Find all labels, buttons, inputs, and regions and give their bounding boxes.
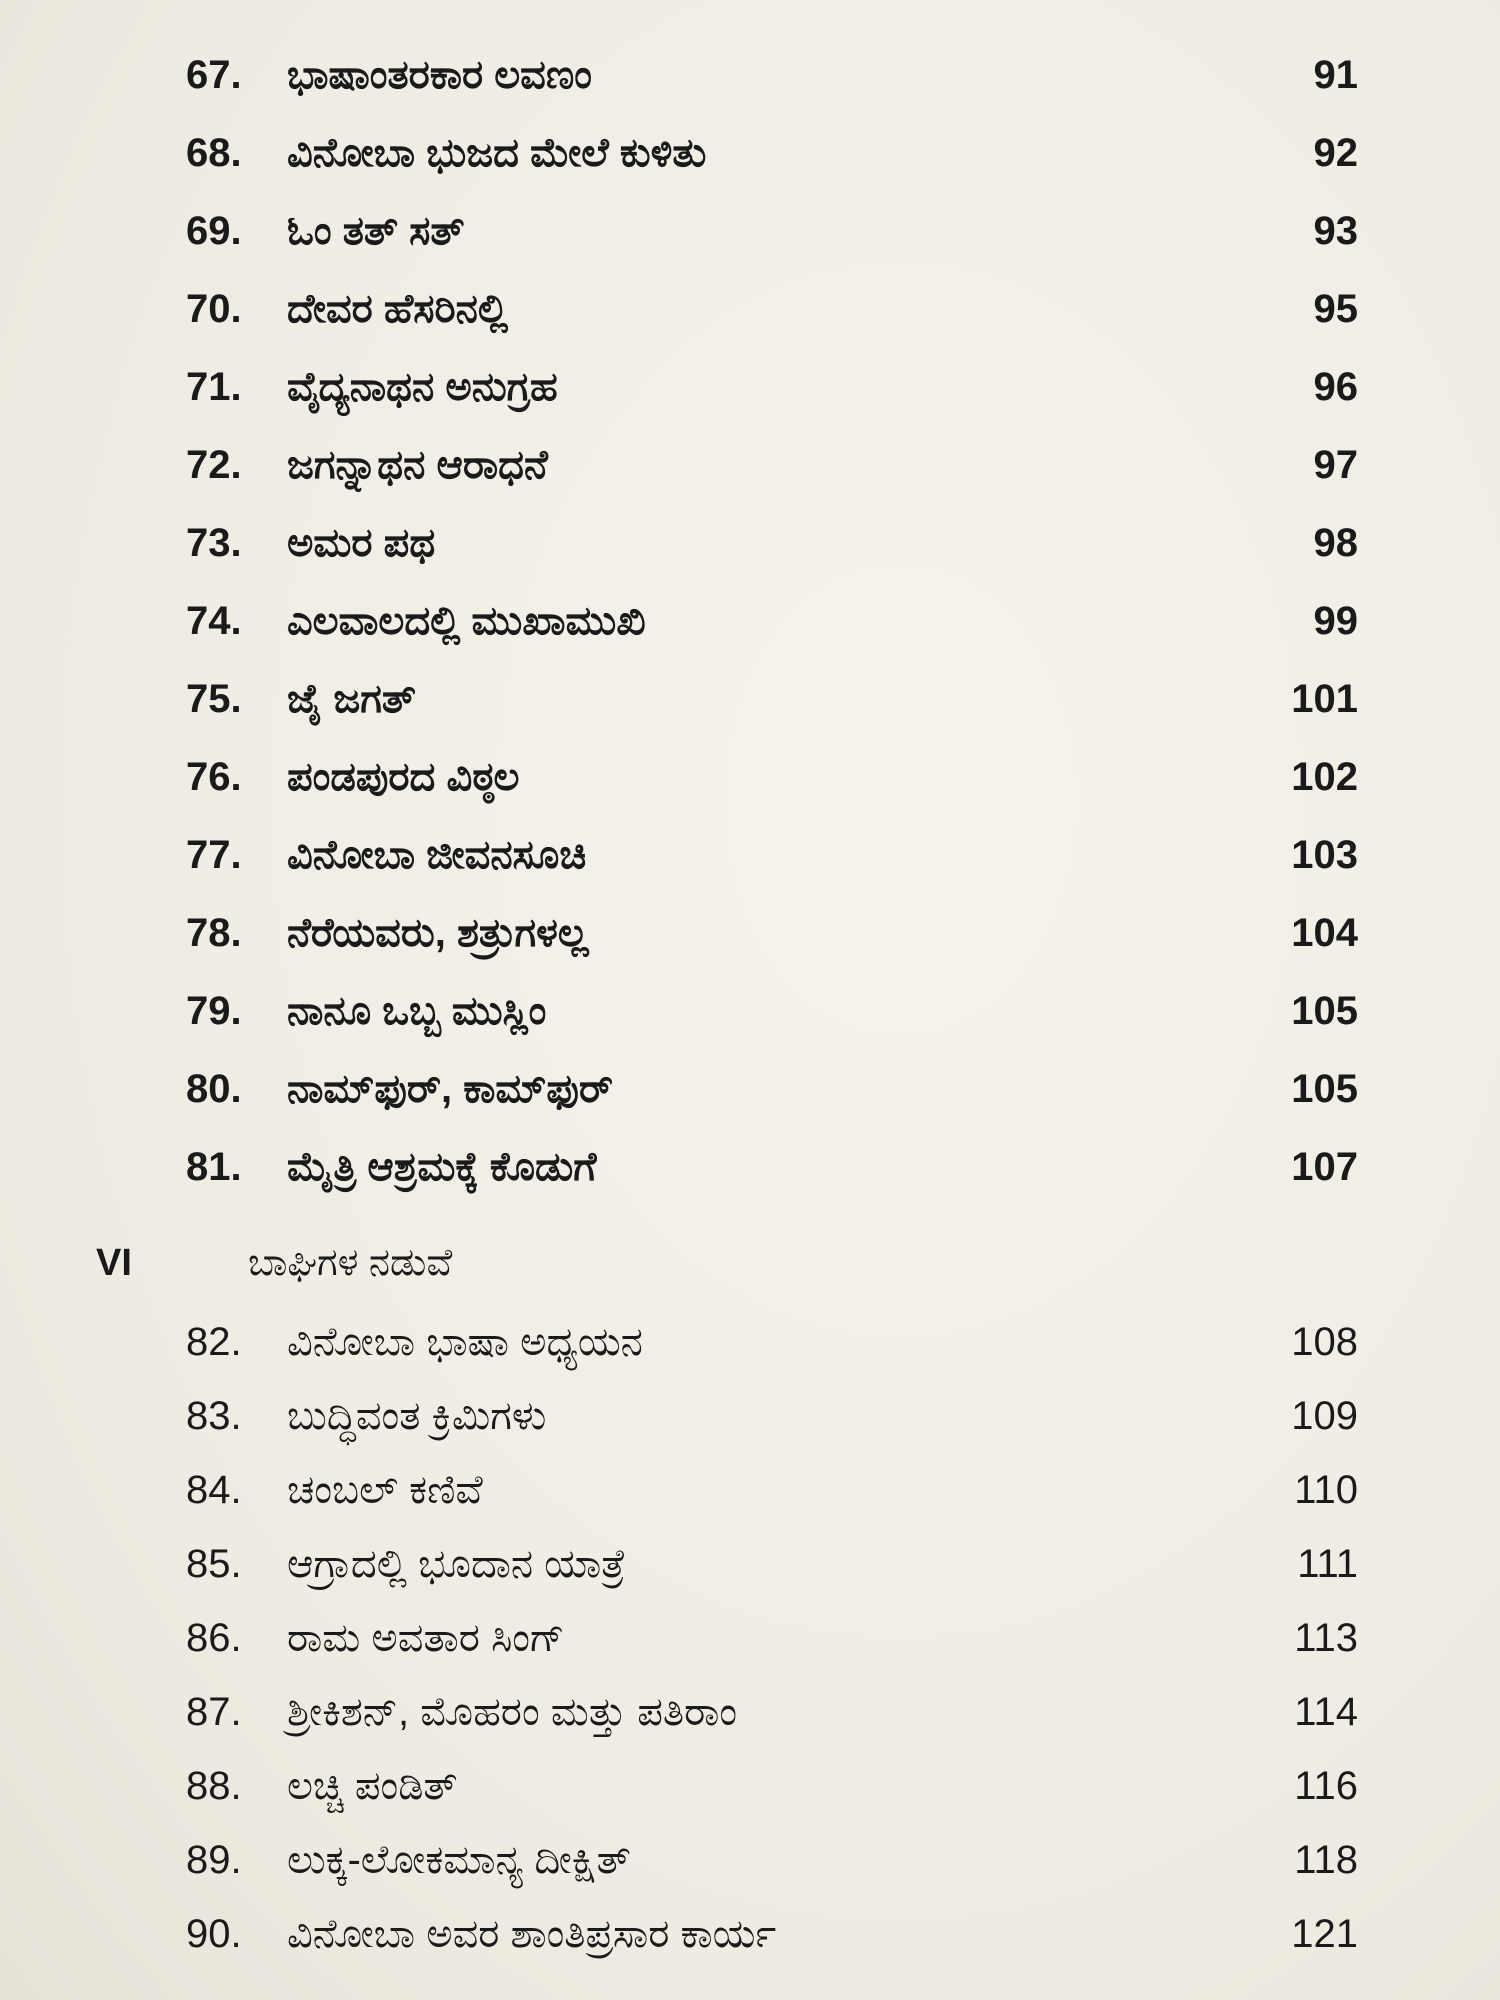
entry-page-number: 113 [1294, 1616, 1358, 1660]
entry-number: 88. [186, 1764, 242, 1808]
toc-entry: 84. ಚಂಬಲ್ ಕಣಿವೆ 110 [0, 1455, 1500, 1525]
entry-number: 84. [186, 1468, 242, 1512]
entry-number: 81. [186, 1145, 242, 1189]
entry-title: ಲುಕ್ಕ-ಲೋಕಮಾನ್ಯ ದೀಕ್ಷಿತ್ [287, 1838, 631, 1882]
entry-page-number: 105 [1291, 1067, 1358, 1111]
toc-entry: 73. ಅಮರ ಪಥ 98 [0, 508, 1500, 578]
toc-entry: 70. ದೇವರ ಹೆಸರಿನಲ್ಲಿ 95 [0, 274, 1500, 344]
toc-entry: 85. ಆಗ್ರಾದಲ್ಲಿ ಭೂದಾನ ಯಾತ್ರೆ 111 [0, 1529, 1500, 1599]
entry-number: 76. [186, 755, 242, 799]
entry-page-number: 107 [1291, 1145, 1358, 1189]
toc-entry: 82. ವಿನೋಬಾ ಭಾಷಾ ಅಧ್ಯಯನ 108 [0, 1307, 1500, 1377]
entry-page-number: 108 [1291, 1320, 1358, 1364]
entry-title: ಓಂ ತತ್ ಸತ್ [287, 209, 465, 253]
entry-page-number: 109 [1291, 1394, 1358, 1438]
entry-page-number: 91 [1313, 53, 1359, 97]
entry-title: ಚಂಬಲ್ ಕಣಿವೆ [287, 1468, 483, 1512]
toc-entry: 68. ವಿನೋಬಾ ಭುಜದ ಮೇಲೆ ಕುಳಿತು 92 [0, 118, 1500, 188]
entry-title: ಜಗನ್ನಾಥನ ಆರಾಧನೆ [287, 443, 548, 487]
entry-number: 83. [186, 1394, 242, 1438]
section-number: VI [96, 1242, 132, 1284]
toc-entry: 88. ಲಚ್ಚಿ ಪಂಡಿತ್ 116 [0, 1751, 1500, 1821]
entry-page-number: 96 [1313, 365, 1359, 409]
entry-page-number: 121 [1291, 1912, 1358, 1956]
entry-title: ಭಾಷಾಂತರಕಾರ ಲವಣಂ [287, 53, 592, 97]
toc-entry: 72. ಜಗನ್ನಾಥನ ಆರಾಧನೆ 97 [0, 430, 1500, 500]
toc-entry: 80. ನಾಮ್‌ಫುರ್, ಕಾಮ್‌ಫುರ್ 105 [0, 1054, 1500, 1124]
entry-number: 77. [186, 833, 242, 877]
entry-title: ನಾನೂ ಒಬ್ಬ ಮುಸ್ಲಿಂ [287, 989, 547, 1033]
toc-entry: 83. ಬುದ್ಧಿವಂತ ಕ್ರಿಮಿಗಳು 109 [0, 1381, 1500, 1451]
entry-page-number: 93 [1313, 209, 1359, 253]
toc-entry: 75. ಜೈ ಜಗತ್ 101 [0, 664, 1500, 734]
entry-page-number: 98 [1313, 521, 1359, 565]
entry-page-number: 95 [1313, 287, 1359, 331]
entry-page-number: 105 [1291, 989, 1358, 1033]
entry-number: 87. [186, 1690, 242, 1734]
entry-page-number: 118 [1294, 1838, 1358, 1882]
entry-number: 72. [186, 443, 242, 487]
toc-entry: 71. ವೈದ್ಯನಾಥನ ಅನುಗ್ರಹ 96 [0, 352, 1500, 422]
entry-title: ಎಲವಾಲದಲ್ಲಿ ಮುಖಾಮುಖಿ [287, 599, 646, 643]
entry-page-number: 92 [1313, 131, 1359, 175]
toc-entry: 81. ಮೈತ್ರಿ ಆಶ್ರಮಕ್ಕೆ ಕೊಡುಗೆ 107 [0, 1132, 1500, 1202]
entry-number: 79. [186, 989, 242, 1033]
entry-title: ದೇವರ ಹೆಸರಿನಲ್ಲಿ [287, 287, 509, 331]
entry-title: ಶ್ರೀಕಿಶನ್, ಮೊಹರಂ ಮತ್ತು ಪತಿರಾಂ [287, 1690, 738, 1734]
toc-entry: 77. ವಿನೋಬಾ ಜೀವನಸೂಚಿ 103 [0, 820, 1500, 890]
entry-number: 78. [186, 911, 242, 955]
entry-number: 68. [186, 131, 242, 175]
entry-page-number: 111 [1297, 1542, 1358, 1586]
entry-title: ವಿನೋಬಾ ಭುಜದ ಮೇಲೆ ಕುಳಿತು [287, 131, 707, 175]
entry-title: ವೈದ್ಯನಾಥನ ಅನುಗ್ರಹ [287, 365, 558, 409]
entry-page-number: 103 [1291, 833, 1358, 877]
entry-title: ಲಚ್ಚಿ ಪಂಡಿತ್ [287, 1764, 458, 1808]
entry-title: ವಿನೋಬಾ ಭಾಷಾ ಅಧ್ಯಯನ [287, 1320, 643, 1364]
entry-title: ನಾಮ್‌ಫುರ್, ಕಾಮ್‌ಫುರ್ [287, 1067, 614, 1111]
entry-title: ರಾಮ ಅವತಾರ ಸಿಂಗ್ [287, 1616, 565, 1660]
toc-entry: 76. ಪಂಡಪುರದ ವಿಠ್ಠಲ 102 [0, 742, 1500, 812]
entry-number: 67. [186, 53, 242, 97]
entry-title: ನೆರೆಯವರು, ಶತ್ರುಗಳಲ್ಲ [287, 911, 589, 955]
entry-page-number: 99 [1313, 599, 1359, 643]
entry-page-number: 114 [1294, 1690, 1358, 1734]
toc-entry: 78. ನೆರೆಯವರು, ಶತ್ರುಗಳಲ್ಲ 104 [0, 898, 1500, 968]
entry-title: ಅಮರ ಪಥ [287, 521, 436, 565]
toc-entry: 87. ಶ್ರೀಕಿಶನ್, ಮೊಹರಂ ಮತ್ತು ಪತಿರಾಂ 114 [0, 1677, 1500, 1747]
entry-number: 71. [186, 365, 242, 409]
entry-number: 70. [186, 287, 242, 331]
toc-entry: 89. ಲುಕ್ಕ-ಲೋಕಮಾನ್ಯ ದೀಕ್ಷಿತ್ 118 [0, 1825, 1500, 1895]
entry-page-number: 97 [1313, 443, 1359, 487]
toc-entry: 67. ಭಾಷಾಂತರಕಾರ ಲವಣಂ 91 [0, 40, 1500, 110]
section-title: ಬಾಘಿಗಳ ನಡುವೆ [248, 1242, 453, 1284]
entry-title: ಬುದ್ಧಿವಂತ ಕ್ರಿಮಿಗಳು [287, 1394, 547, 1438]
toc-entry: 74. ಎಲವಾಲದಲ್ಲಿ ಮುಖಾಮುಖಿ 99 [0, 586, 1500, 656]
entry-page-number: 104 [1291, 911, 1358, 955]
entry-title: ವಿನೋಬಾ ಜೀವನಸೂಚಿ [287, 833, 587, 877]
entry-title: ಪಂಡಪುರದ ವಿಠ್ಠಲ [287, 755, 520, 799]
entry-number: 82. [186, 1320, 242, 1364]
entry-number: 80. [186, 1067, 242, 1111]
entry-number: 85. [186, 1542, 242, 1586]
entry-title: ಜೈ ಜಗತ್ [287, 677, 416, 721]
entry-number: 73. [186, 521, 242, 565]
entry-number: 75. [186, 677, 242, 721]
toc-entry: 79. ನಾನೂ ಒಬ್ಬ ಮುಸ್ಲಿಂ 105 [0, 976, 1500, 1046]
entry-page-number: 102 [1291, 755, 1358, 799]
entry-number: 89. [186, 1838, 242, 1882]
entry-page-number: 101 [1291, 677, 1358, 721]
toc-entry: 69. ಓಂ ತತ್ ಸತ್ 93 [0, 196, 1500, 266]
entry-page-number: 116 [1294, 1764, 1358, 1808]
entry-number: 69. [186, 209, 242, 253]
entry-page-number: 110 [1294, 1468, 1358, 1512]
entry-number: 86. [186, 1616, 242, 1660]
toc-entry: 90. ವಿನೋಬಾ ಅವರ ಶಾಂತಿಪ್ರಸಾರ ಕಾರ್ಯ 121 [0, 1899, 1500, 1969]
entry-title: ಮೈತ್ರಿ ಆಶ್ರಮಕ್ಕೆ ಕೊಡುಗೆ [287, 1145, 597, 1189]
entry-number: 90. [186, 1912, 242, 1956]
entry-number: 74. [186, 599, 242, 643]
toc-entry: 86. ರಾಮ ಅವತಾರ ಸಿಂಗ್ 113 [0, 1603, 1500, 1673]
entry-title: ವಿನೋಬಾ ಅವರ ಶಾಂತಿಪ್ರಸಾರ ಕಾರ್ಯ [287, 1912, 777, 1956]
entry-title: ಆಗ್ರಾದಲ್ಲಿ ಭೂದಾನ ಯಾತ್ರೆ [287, 1542, 626, 1586]
